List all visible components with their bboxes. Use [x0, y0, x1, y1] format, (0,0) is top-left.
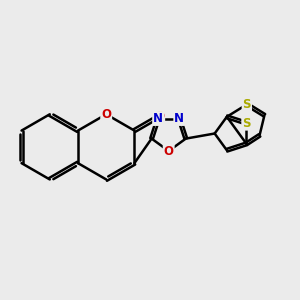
Text: N: N	[153, 112, 163, 125]
Text: S: S	[243, 98, 251, 111]
Text: O: O	[101, 108, 111, 121]
Text: O: O	[154, 110, 164, 123]
Text: S: S	[242, 117, 251, 130]
Text: N: N	[174, 112, 184, 125]
Text: O: O	[164, 145, 174, 158]
